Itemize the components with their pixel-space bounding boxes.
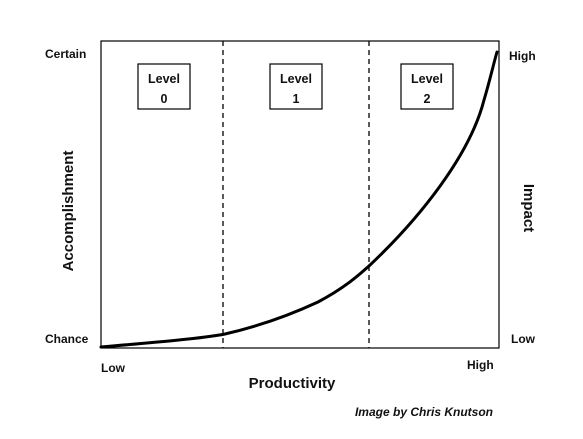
plot-frame: [100, 40, 500, 349]
left-axis-title: Accomplishment: [60, 151, 77, 272]
right-axis-bottom-label: Low: [511, 332, 536, 346]
level-0-number: 0: [161, 92, 168, 106]
x-axis-title: Productivity: [249, 375, 336, 392]
left-axis-bottom-label: Chance: [45, 332, 89, 346]
level-box-2: Level 2: [400, 63, 454, 110]
level-1-word: Level: [280, 72, 312, 86]
level-2-word: Level: [411, 72, 443, 86]
level-1-number: 1: [293, 92, 300, 106]
level-2-number: 2: [424, 92, 431, 106]
left-axis-top-label: Certain: [45, 47, 86, 61]
level-box-1: Level 1: [269, 63, 323, 110]
right-axis-top-label: High: [509, 49, 536, 63]
image-credit: Image by Chris Knutson: [355, 405, 493, 419]
right-axis-title: Impact: [520, 184, 537, 232]
level-0-word: Level: [148, 72, 180, 86]
x-axis-right-label: High: [467, 358, 494, 372]
productivity-curve: [99, 50, 499, 349]
level-box-0: Level 0: [137, 63, 191, 110]
x-axis-left-label: Low: [101, 361, 126, 375]
